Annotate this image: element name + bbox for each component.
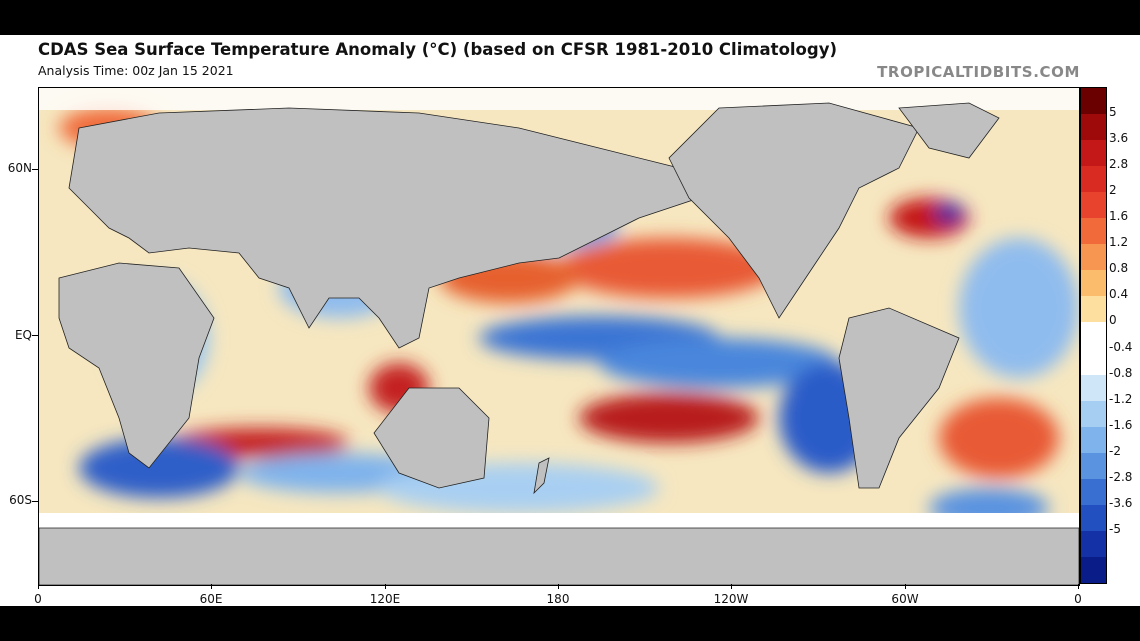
colorbar-label: -1.6: [1109, 417, 1133, 432]
lat-tick: [32, 169, 38, 170]
colorbar-segment: [1081, 348, 1106, 376]
sst-anomaly-map: [38, 87, 1080, 586]
lon-label-120e: 120E: [369, 592, 401, 606]
new-zealand: [533, 457, 550, 495]
lon-label-120w: 120W: [713, 592, 749, 606]
lon-tick: [211, 584, 212, 589]
colorbar-segment: [1081, 244, 1106, 271]
colorbar-label: 1.2: [1109, 235, 1129, 250]
lat-tick: [32, 501, 38, 502]
lon-tick: [1078, 584, 1079, 589]
colorbar-label: 2: [1109, 183, 1117, 198]
lon-label-180: 180: [546, 592, 570, 606]
colorbar-label: 0.4: [1109, 287, 1129, 302]
colorbar-segment: [1081, 504, 1106, 532]
lon-tick: [385, 584, 386, 589]
colorbar-label: -0.8: [1109, 365, 1133, 380]
colorbar-label: -1.2: [1109, 391, 1133, 406]
colorbar-label: -5: [1109, 521, 1121, 536]
figure-panel: CDAS Sea Surface Temperature Anomaly (°C…: [0, 35, 1140, 606]
colorbar: [1080, 87, 1107, 584]
colorbar-segment: [1081, 192, 1106, 219]
colorbar-segment: [1081, 374, 1106, 402]
north-america: [668, 102, 920, 319]
colorbar-label: 1.6: [1109, 209, 1129, 224]
colorbar-label: 5: [1109, 105, 1117, 120]
lon-tick: [38, 584, 39, 589]
land: [39, 102, 1079, 585]
australia: [373, 387, 490, 489]
antarctica: [39, 527, 1079, 585]
south-america: [838, 307, 960, 489]
map-canvas: [39, 88, 1079, 585]
colorbar-segment: [1081, 114, 1106, 141]
lon-label-60e: 60E: [199, 592, 223, 606]
colorbar-label: 0: [1109, 313, 1117, 328]
colorbar-label: -3.6: [1109, 495, 1133, 510]
analysis-time: Analysis Time: 00z Jan 15 2021: [38, 63, 234, 78]
colorbar-label: 0.8: [1109, 261, 1129, 276]
lon-tick: [731, 584, 732, 589]
eurasia: [68, 107, 700, 349]
colorbar-segment: [1081, 400, 1106, 428]
colorbar-segment: [1081, 530, 1106, 558]
lon-tick: [558, 584, 559, 589]
lon-tick: [905, 584, 906, 589]
lat-label-60n: 60N: [7, 161, 32, 175]
colorbar-segment: [1081, 88, 1106, 115]
colorbar-segment: [1081, 478, 1106, 506]
colorbar-segment: [1081, 296, 1106, 323]
source-credit: TROPICALTIDBITS.COM: [877, 63, 1080, 81]
lat-label-60s: 60S: [9, 493, 32, 507]
colorbar-segment: [1081, 452, 1106, 480]
colorbar-segment: [1081, 426, 1106, 454]
colorbar-label: -0.4: [1109, 339, 1133, 354]
lon-label-0: 0: [34, 592, 42, 606]
greenland: [898, 102, 1000, 159]
colorbar-label: -2.8: [1109, 469, 1133, 484]
chart-title: CDAS Sea Surface Temperature Anomaly (°C…: [38, 40, 838, 59]
colorbar-segment: [1081, 218, 1106, 245]
colorbar-segment: [1081, 270, 1106, 297]
africa: [58, 262, 215, 469]
lat-tick: [32, 335, 38, 336]
lon-label-0-end: 0: [1074, 592, 1082, 606]
colorbar-segment: [1081, 556, 1106, 584]
colorbar-label: 3.6: [1109, 131, 1129, 146]
colorbar-segment: [1081, 140, 1106, 167]
colorbar-segment: [1081, 166, 1106, 193]
lat-label-eq: EQ: [14, 328, 32, 342]
lon-label-60w: 60W: [891, 592, 919, 606]
colorbar-label: 2.8: [1109, 157, 1129, 172]
colorbar-label: -2: [1109, 443, 1121, 458]
colorbar-segment: [1081, 322, 1106, 350]
